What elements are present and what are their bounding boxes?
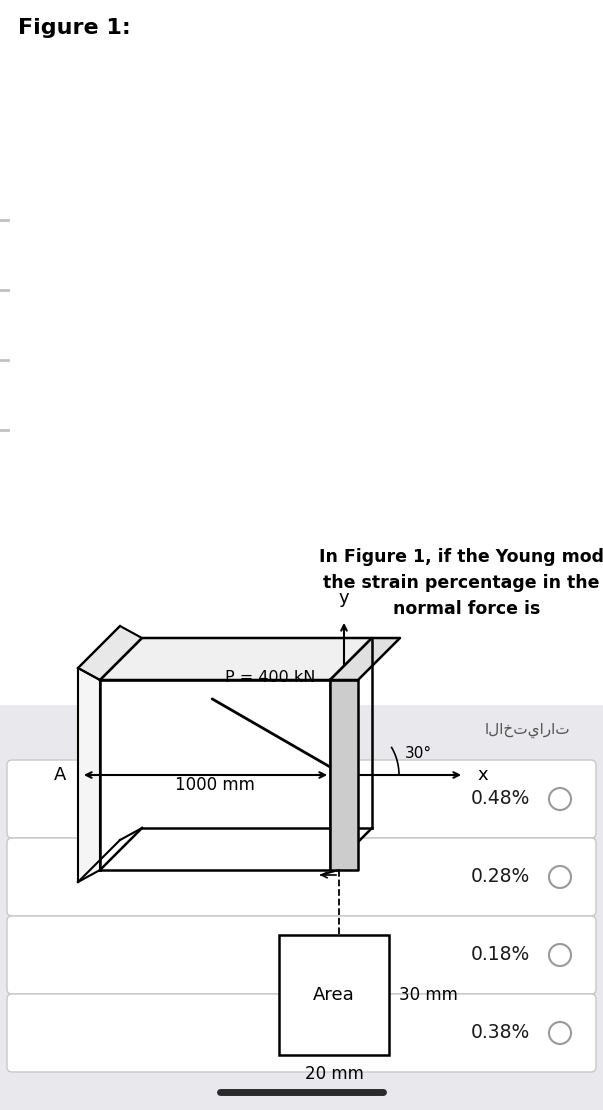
Bar xyxy=(0,529,603,1110)
Text: normal force is: normal force is xyxy=(393,601,540,618)
Text: Area: Area xyxy=(313,986,355,1005)
Polygon shape xyxy=(100,638,372,680)
Text: 1000 mm: 1000 mm xyxy=(175,776,255,794)
Text: y: y xyxy=(339,589,349,607)
Text: 0.38%: 0.38% xyxy=(471,1023,530,1042)
Text: 0.28%: 0.28% xyxy=(471,868,530,887)
Text: x: x xyxy=(477,766,488,784)
Text: Figure 1:: Figure 1: xyxy=(18,18,131,38)
Text: 30°: 30° xyxy=(405,746,432,761)
FancyBboxPatch shape xyxy=(7,993,596,1072)
Polygon shape xyxy=(330,680,358,870)
Text: 0.48%: 0.48% xyxy=(470,789,530,808)
FancyBboxPatch shape xyxy=(7,838,596,916)
Text: the strain percentage in the direction of the: the strain percentage in the direction o… xyxy=(323,574,603,592)
Polygon shape xyxy=(100,680,330,870)
Bar xyxy=(0,529,603,705)
Polygon shape xyxy=(330,638,400,680)
FancyBboxPatch shape xyxy=(7,760,596,838)
FancyBboxPatch shape xyxy=(7,916,596,993)
Bar xyxy=(279,935,389,1054)
Text: 20 mm: 20 mm xyxy=(305,1064,364,1083)
Polygon shape xyxy=(78,668,100,882)
Text: 0.18%: 0.18% xyxy=(471,946,530,965)
Text: A: A xyxy=(54,766,66,784)
Text: P = 400 kN: P = 400 kN xyxy=(225,670,315,686)
Polygon shape xyxy=(78,626,142,680)
Text: الاختيارات: الاختيارات xyxy=(484,723,570,738)
Text: In Figure 1, if the Young modulus is 200 Gpa,: In Figure 1, if the Young modulus is 200… xyxy=(319,548,603,566)
Text: 30 mm: 30 mm xyxy=(399,986,458,1005)
